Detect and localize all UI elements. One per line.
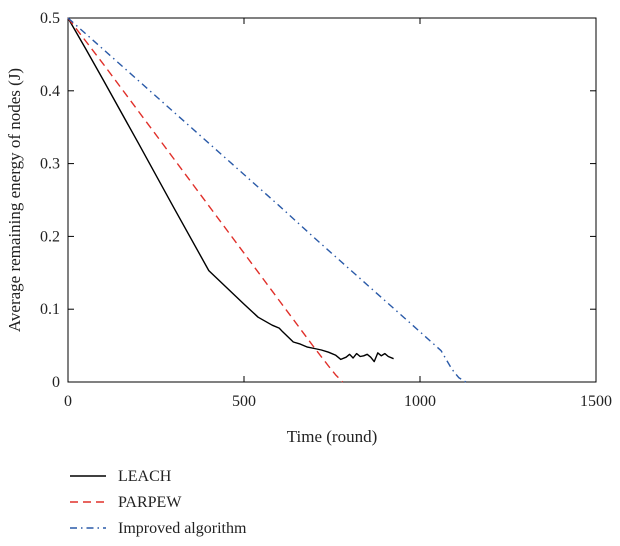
- legend-label-1: LEACH: [118, 468, 172, 485]
- legend-label-3: Improved algorithm: [118, 520, 247, 537]
- y-tick-label: 0.5: [40, 10, 60, 27]
- x-tick-label: 1500: [580, 393, 612, 410]
- plot-area-frame: [67, 17, 597, 383]
- x-tick-label: 1000: [404, 393, 436, 410]
- x-tick-label: 500: [232, 393, 256, 410]
- x-tick-label: 0: [64, 393, 72, 410]
- y-tick-label: 0.2: [40, 228, 60, 245]
- series-layer: [67, 17, 467, 383]
- y-tick-label: 0: [52, 374, 60, 391]
- series-line-1: [67, 17, 394, 363]
- y-tick-label: 0.4: [40, 83, 60, 100]
- legend-label-2: PARPEW: [118, 494, 182, 511]
- y-tick-label: 0.3: [40, 156, 60, 173]
- series-line-3: [67, 17, 467, 383]
- chart-legend: LEACH PARPEW Improved algorithm: [70, 468, 247, 537]
- x-axis-ticks: 0 500 1000 1500: [64, 18, 612, 410]
- y-tick-label: 0.1: [40, 301, 60, 318]
- y-axis-label: Average remaining energy of nodes (J): [5, 68, 24, 332]
- series-line-2: [67, 17, 344, 383]
- y-axis-ticks: 0 0.1 0.2 0.3 0.4 0.5: [40, 10, 596, 391]
- x-axis-label: Time (round): [287, 427, 378, 446]
